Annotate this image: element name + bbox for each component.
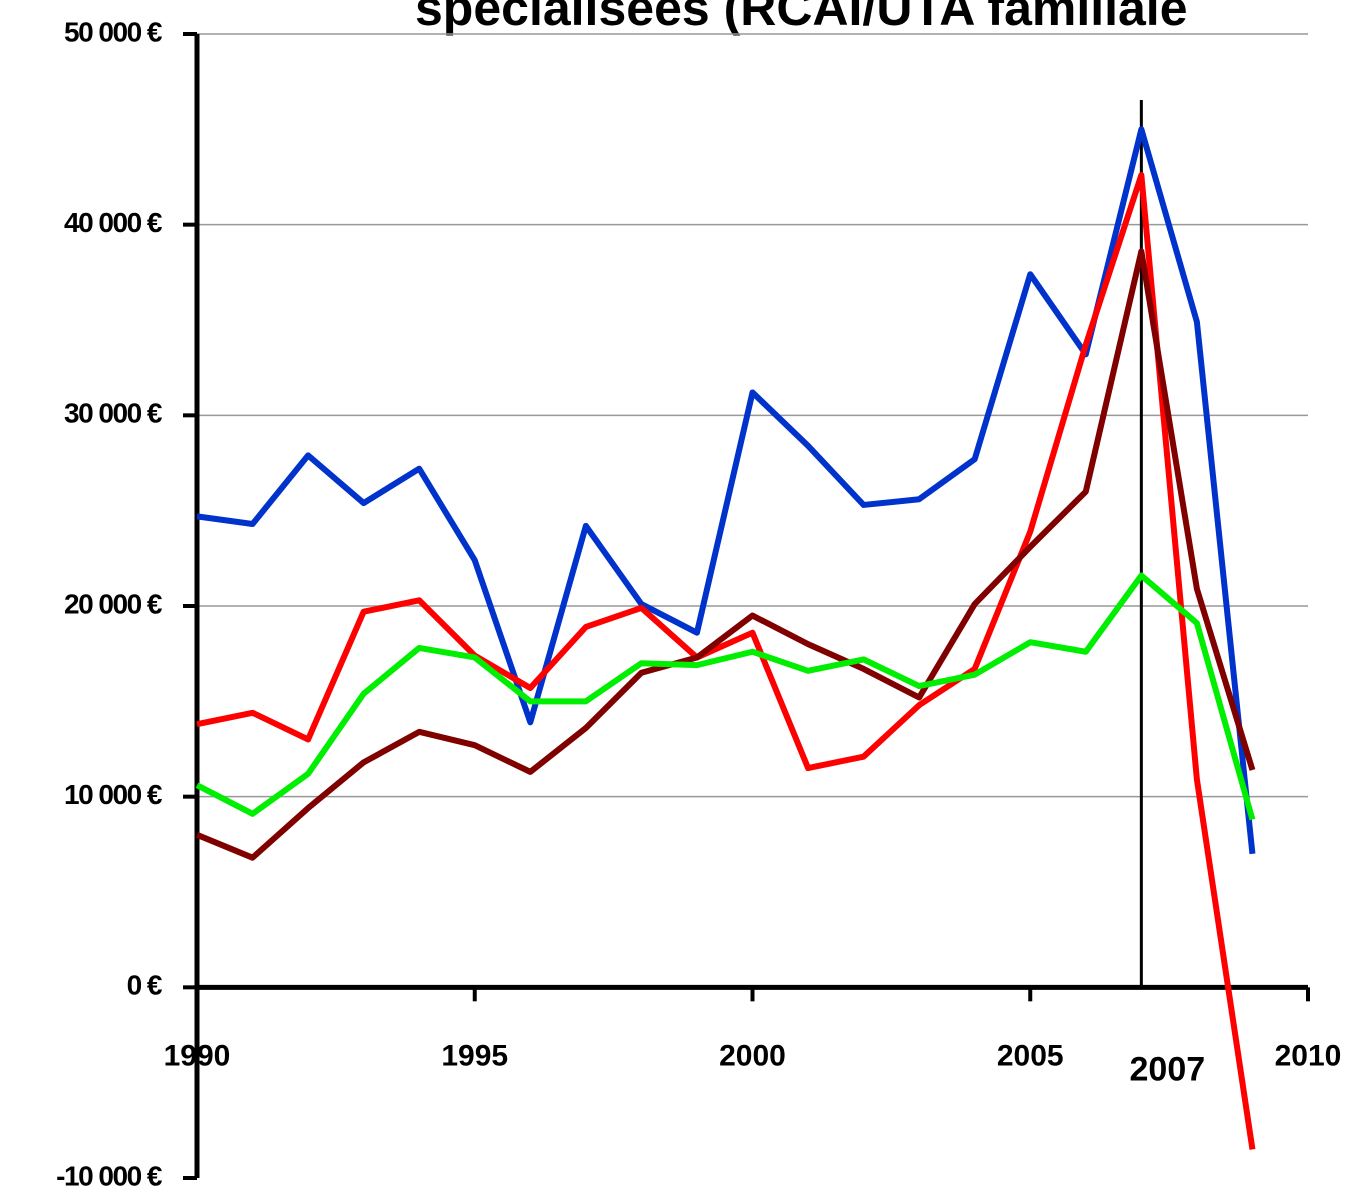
annotation-label: 2007	[1130, 1050, 1206, 1088]
series-line	[195, 572, 1256, 821]
y-tick-label: 10 000 €	[64, 779, 163, 810]
y-tick-label: 0 €	[127, 970, 163, 1001]
y-tick-label: 30 000 €	[64, 398, 163, 429]
x-tick-label: 2005	[997, 1039, 1064, 1072]
x-tick-label: 2010	[1275, 1039, 1342, 1072]
series-line	[195, 248, 1256, 861]
y-tick-label: 50 000 €	[64, 16, 163, 47]
x-tick-label: 1990	[164, 1039, 231, 1072]
x-tick-label: 2000	[719, 1039, 786, 1072]
y-tick-label: -10 000 €	[56, 1160, 163, 1191]
series-line	[196, 126, 1256, 855]
x-tick-label: 1995	[441, 1039, 508, 1072]
chart-title: spécialisées (RCAI/UTA familiale	[415, 0, 1188, 36]
y-tick-label: 20 000 €	[64, 588, 163, 619]
y-tick-label: 40 000 €	[64, 207, 163, 238]
series-line	[196, 172, 1256, 1150]
